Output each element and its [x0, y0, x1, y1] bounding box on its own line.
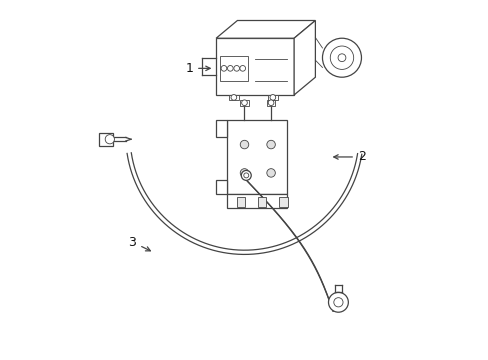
- Circle shape: [227, 66, 233, 71]
- Text: 1: 1: [185, 62, 210, 75]
- Polygon shape: [236, 197, 244, 207]
- Polygon shape: [216, 180, 226, 194]
- Polygon shape: [99, 133, 113, 145]
- Circle shape: [241, 100, 247, 105]
- Circle shape: [230, 95, 236, 100]
- Ellipse shape: [244, 173, 248, 178]
- Polygon shape: [267, 95, 278, 100]
- Circle shape: [322, 38, 361, 77]
- Polygon shape: [219, 56, 247, 81]
- Polygon shape: [279, 197, 287, 207]
- Ellipse shape: [241, 170, 251, 180]
- Circle shape: [329, 46, 353, 69]
- Circle shape: [240, 66, 245, 71]
- Circle shape: [333, 298, 343, 307]
- Polygon shape: [266, 100, 275, 105]
- Polygon shape: [226, 120, 286, 194]
- Polygon shape: [216, 21, 315, 38]
- Circle shape: [269, 95, 275, 100]
- Circle shape: [240, 140, 248, 149]
- Circle shape: [337, 54, 345, 62]
- Circle shape: [221, 66, 226, 71]
- Circle shape: [105, 135, 114, 144]
- Text: 3: 3: [128, 235, 150, 251]
- Text: 2: 2: [333, 150, 365, 163]
- Polygon shape: [293, 21, 315, 95]
- Polygon shape: [240, 100, 248, 105]
- Polygon shape: [216, 38, 293, 95]
- Circle shape: [266, 140, 275, 149]
- Polygon shape: [258, 197, 266, 207]
- Circle shape: [328, 292, 347, 312]
- Polygon shape: [216, 120, 226, 138]
- Circle shape: [268, 100, 273, 105]
- Polygon shape: [226, 194, 286, 208]
- Circle shape: [233, 66, 239, 71]
- Circle shape: [266, 168, 275, 177]
- Circle shape: [240, 168, 248, 177]
- Polygon shape: [228, 95, 239, 100]
